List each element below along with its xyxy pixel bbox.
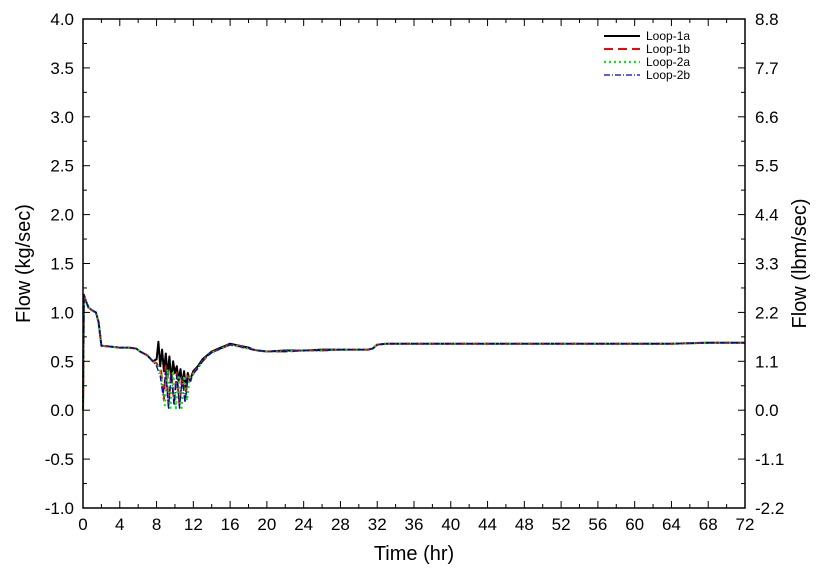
y2-tick-label: 2.2 — [755, 303, 779, 322]
y2-tick-label: 1.1 — [755, 352, 779, 371]
legend-box — [598, 28, 716, 86]
legend-label: Loop-1a — [646, 29, 690, 43]
y-tick-label: 0.0 — [50, 401, 74, 420]
y2-tick-label: -1.1 — [755, 450, 784, 469]
x-tick-label: 36 — [405, 515, 424, 534]
series-line-loop-2b — [82, 295, 745, 411]
y2-tick-label: 0.0 — [755, 401, 779, 420]
tick-labels: 0 4 8 12 16 20 24 28 32 36 40 44 48 52 56 60 64 68 72-1.0-… — [45, 10, 785, 534]
legend-label: Loop-2a — [646, 55, 690, 69]
legend-label: Loop-2b — [646, 68, 690, 82]
y2-tick-label: 4.4 — [755, 206, 779, 225]
y2-tick-label: 8.8 — [755, 10, 779, 29]
y-axis-title: Flow (kg/sec) — [13, 204, 35, 323]
x-tick-label: 68 — [699, 515, 718, 534]
ticks — [82, 18, 746, 509]
y2-tick-label: 3.3 — [755, 255, 779, 274]
x-tick-label: 60 — [625, 515, 644, 534]
x-tick-label: 24 — [294, 515, 313, 534]
y2-tick-label: 6.6 — [755, 108, 779, 127]
x-tick-label: 52 — [552, 515, 571, 534]
y-tick-label: 4.0 — [50, 10, 74, 29]
y-tick-label: 1.5 — [50, 255, 74, 274]
x-tick-label: 44 — [478, 515, 497, 534]
y-tick-label: 2.0 — [50, 206, 74, 225]
y-tick-label: 0.5 — [50, 352, 74, 371]
x-tick-label: 0 — [78, 515, 87, 534]
y-tick-label: -1.0 — [45, 499, 74, 518]
y-tick-label: 3.5 — [50, 59, 74, 78]
x-tick-label: 28 — [331, 515, 350, 534]
y2-axis-title: Flow (lbm/sec) — [789, 198, 811, 328]
x-axis-title: Time (hr) — [374, 543, 454, 565]
y2-tick-label: -2.2 — [755, 499, 784, 518]
x-tick-label: 4 — [115, 515, 124, 534]
x-tick-label: 20 — [257, 515, 276, 534]
y2-tick-label: 7.7 — [755, 59, 779, 78]
plot-frame — [82, 18, 746, 509]
y-tick-label: 2.5 — [50, 157, 74, 176]
x-tick-label: 56 — [588, 515, 607, 534]
x-tick-label: 64 — [662, 515, 681, 534]
series-line-loop-2a — [81, 295, 745, 412]
x-tick-label: 40 — [441, 515, 460, 534]
x-tick-label: 48 — [515, 515, 534, 534]
x-tick-label: 32 — [368, 515, 387, 534]
plot-lines — [81, 293, 745, 412]
x-tick-label: 12 — [184, 515, 203, 534]
y-tick-label: 3.0 — [50, 108, 74, 127]
x-tick-label: 8 — [152, 515, 161, 534]
x-tick-label: 72 — [736, 515, 755, 534]
y2-tick-label: 5.5 — [755, 157, 779, 176]
legend-label: Loop-1b — [646, 42, 690, 56]
y-tick-label: -0.5 — [45, 450, 74, 469]
y-tick-label: 1.0 — [50, 303, 74, 322]
x-tick-label: 16 — [221, 515, 240, 534]
